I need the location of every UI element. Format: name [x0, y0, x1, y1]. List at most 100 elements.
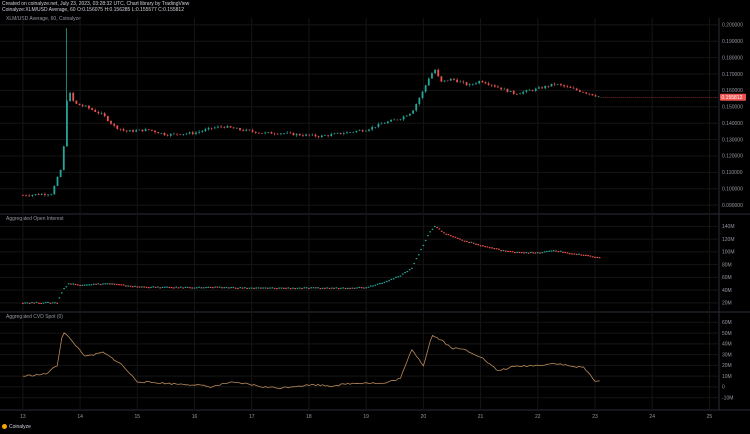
candle-body: [393, 119, 396, 121]
oi-bar: [150, 286, 152, 289]
oi-bar: [152, 286, 155, 288]
oi-bar: [472, 242, 475, 244]
oi-bar: [337, 288, 340, 290]
oi-bar: [177, 287, 180, 289]
price-pane-title: XLM/USD Average, 60, Coinalyze: [6, 16, 81, 22]
candle-body: [261, 132, 263, 134]
oi-bar: [246, 287, 248, 290]
candle-body: [210, 127, 213, 129]
candle-body: [251, 130, 254, 132]
oi-bar: [143, 286, 145, 288]
oi-bar: [315, 287, 317, 289]
oi-bar: [353, 287, 356, 289]
candle-body: [522, 91, 525, 94]
candle-body: [582, 91, 584, 93]
oi-bar: [212, 287, 214, 289]
y-tick-label: 120M: [722, 237, 735, 243]
candle-body: [53, 185, 56, 195]
oi-bar: [173, 287, 175, 289]
oi-bar: [374, 284, 377, 286]
oi-bar: [580, 254, 583, 256]
candle-body: [166, 135, 169, 136]
candle-body: [349, 132, 352, 133]
oi-bar: [218, 286, 221, 288]
oi-bar: [232, 286, 235, 289]
oi-bar: [333, 287, 335, 289]
candle-body: [28, 195, 31, 197]
oi-bar: [175, 286, 178, 288]
oi-bar: [122, 284, 125, 286]
oi-bar: [591, 256, 594, 258]
oi-bar: [131, 286, 134, 288]
oi-bar: [399, 275, 402, 277]
oi-bar: [200, 287, 203, 289]
oi-bar: [413, 262, 416, 265]
oi-bar: [296, 287, 299, 289]
oi-bar: [585, 254, 587, 256]
oi-bar: [555, 250, 557, 252]
candle-body: [509, 90, 512, 92]
oi-bar: [429, 231, 432, 233]
candle-body: [320, 135, 323, 138]
candle-body: [295, 134, 298, 136]
oi-bar: [223, 287, 226, 289]
candle-body: [585, 92, 588, 94]
y-tick-label: 0.090000: [722, 203, 743, 209]
candle-body: [84, 105, 87, 107]
y-tick-label: 80M: [722, 262, 732, 268]
candle-body: [103, 113, 106, 117]
oi-bar: [120, 284, 123, 286]
oi-bar: [578, 253, 580, 255]
oi-bar: [431, 228, 434, 230]
candle-body: [330, 134, 333, 137]
candle-body: [569, 86, 572, 88]
oi-bar: [47, 301, 49, 304]
candle-body: [484, 82, 487, 84]
candle-body: [374, 127, 377, 128]
oi-bar: [40, 302, 42, 304]
candle-body: [59, 169, 62, 178]
candle-body: [56, 177, 59, 186]
oi-bar: [598, 257, 601, 259]
candle-body: [346, 132, 348, 134]
candle-body: [575, 88, 578, 91]
candle-body: [88, 105, 90, 109]
x-tick-label: 16: [192, 414, 198, 420]
candle-body: [531, 90, 534, 91]
oi-bar: [569, 252, 571, 255]
candle-body: [553, 83, 556, 85]
oi-bar: [56, 302, 59, 304]
oi-bar: [308, 287, 310, 290]
oi-bar: [347, 287, 349, 289]
oi-bar: [280, 287, 283, 289]
candle-body: [132, 130, 134, 132]
oi-bar: [312, 287, 315, 289]
oi-bar: [305, 287, 308, 289]
candle-body: [254, 131, 257, 133]
candle-body: [44, 194, 46, 196]
candle-body: [541, 87, 543, 89]
candle-body: [289, 132, 292, 134]
oi-bar: [225, 286, 228, 289]
oi-bar: [294, 287, 297, 290]
oi-bar: [260, 287, 262, 289]
oi-bar: [264, 287, 267, 289]
oi-bar: [191, 287, 194, 289]
candle-body: [21, 195, 24, 196]
oi-bar: [24, 302, 26, 304]
y-tick-label: 0.180000: [722, 55, 743, 61]
candle-body: [418, 97, 421, 104]
x-tick-label: 25: [707, 414, 713, 420]
oi-bar: [411, 267, 413, 269]
oi-bar: [237, 287, 239, 289]
oi-bar: [186, 286, 189, 288]
candle-body: [390, 119, 392, 122]
oi-bar: [488, 247, 491, 249]
oi-bar: [385, 280, 388, 283]
candle-body: [157, 132, 160, 134]
oi-bar: [553, 250, 555, 252]
oi-bar: [93, 283, 95, 285]
oi-bar: [216, 286, 219, 288]
oi-bar: [138, 286, 141, 288]
